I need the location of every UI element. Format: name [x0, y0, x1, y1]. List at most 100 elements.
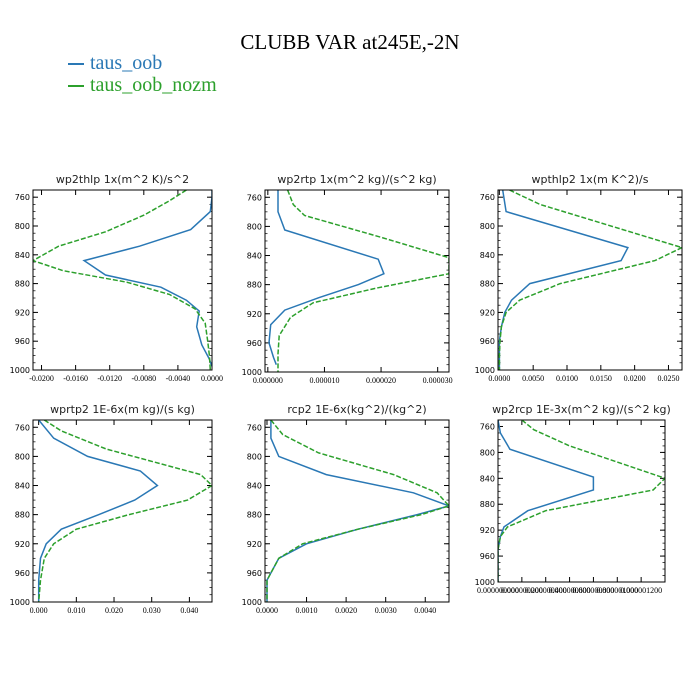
y-tick-label: 960	[480, 552, 495, 561]
plot-frame	[32, 419, 213, 603]
legend-swatch	[68, 85, 84, 88]
legend-item-taus-oob: taus_oob	[68, 52, 162, 75]
panel-4: wprtp2 1E-6x(m kg)/(s kg) 760 800 840 880 920…	[10, 403, 213, 615]
y-tick-label: 880	[15, 511, 30, 520]
x-tick-label: 0.000000400	[525, 586, 567, 595]
y-tick-label: 880	[247, 281, 262, 290]
y-tick-label: 1000	[475, 578, 495, 587]
panel-title: wpthlp2 1x(m K^2)/s	[532, 173, 649, 186]
y-tick-label: 960	[247, 339, 262, 348]
y-tick-label: 800	[480, 222, 495, 231]
y-tick-label: 880	[480, 500, 495, 509]
x-tick-label: 0.000	[30, 606, 48, 615]
y-tick-label: 920	[247, 540, 262, 549]
y-tick-label: 760	[15, 423, 30, 432]
legend-label: taus_oob	[90, 52, 163, 74]
panel-title: rcp2 1E-6x(kg^2)/(kg^2)	[287, 403, 426, 416]
x-tick-label: 0.0250	[657, 374, 679, 383]
x-tick-label: 0.0050	[522, 374, 544, 383]
x-tick-label: -0.0040	[166, 374, 191, 383]
x-tick-label: 0.0010	[296, 606, 318, 615]
y-tick-label: 840	[15, 482, 30, 491]
y-tick-label: 960	[15, 569, 30, 578]
x-tick-label: 0.0150	[590, 374, 612, 383]
panel-3: wpthlp2 1x(m K^2)/s 760 800 840 880 920 960 100…	[475, 173, 683, 383]
x-tick-label: 0.010	[67, 606, 85, 615]
x-tick-label: 0.040	[180, 606, 198, 615]
panel-2: wp2rtp 1x(m^2 kg)/(s^2 kg) 760 800 840 880 92…	[242, 173, 453, 385]
plot-frame	[264, 189, 450, 373]
y-tick-label: 920	[247, 310, 262, 319]
y-tick-label: 800	[247, 452, 262, 461]
y-tick-label: 880	[15, 280, 30, 289]
y-tick-label: 800	[15, 222, 30, 231]
panel-title: wp2thlp 1x(m^2 K)/s^2	[56, 173, 189, 186]
series-line-taus-oob	[498, 420, 595, 582]
y-tick-label: 920	[15, 308, 30, 317]
x-tick-label: 0.000000200	[501, 586, 543, 595]
y-tick-label: 1000	[242, 598, 262, 607]
y-tick-label: 840	[480, 474, 495, 483]
x-tick-label: -0.0080	[131, 374, 156, 383]
y-tick-label: 1000	[10, 598, 30, 607]
x-tick-label: 0.000001200	[620, 586, 662, 595]
x-tick-label: 0.000010	[309, 376, 339, 385]
x-tick-label: -0.0200	[29, 374, 54, 383]
panel-title: wp2rcp 1E-3x(m^2 kg)/(s^2 kg)	[492, 403, 671, 416]
x-tick-label: 0.000000800	[572, 586, 614, 595]
plot-frame	[497, 189, 683, 371]
y-tick-label: 1000	[475, 366, 495, 375]
series-line-taus-oob-nozm	[498, 420, 665, 582]
x-tick-label: 0.000000	[253, 376, 283, 385]
x-tick-label: 0.0100	[556, 374, 578, 383]
series-line-taus-oob-nozm	[277, 190, 449, 372]
plot-frame	[264, 419, 450, 603]
y-tick-label: 800	[247, 222, 262, 231]
panel-5: rcp2 1E-6x(kg^2)/(kg^2) 760 800 840 880 920 96…	[242, 403, 450, 615]
legend-item-taus-oob-nozm: taus_oob_nozm	[68, 74, 217, 97]
y-tick-label: 760	[247, 423, 262, 432]
y-tick-label: 960	[15, 337, 30, 346]
series-line-taus-oob-nozm	[37, 420, 212, 602]
y-tick-label: 1000	[10, 366, 30, 375]
series-line-taus-oob-nozm	[33, 190, 212, 370]
x-tick-label: 0.000001000	[596, 586, 638, 595]
series-line-taus-oob-nozm	[266, 420, 449, 602]
panel-title: wp2rtp 1x(m^2 kg)/(s^2 kg)	[277, 173, 436, 186]
y-tick-label: 880	[247, 511, 262, 520]
x-tick-label: 0.020	[105, 606, 123, 615]
panel-1: wp2thlp 1x(m^2 K)/s^2 760 800 840 880 920 960 1…	[10, 173, 223, 383]
x-tick-label: 0.0000	[201, 374, 223, 383]
panel-title: wprtp2 1E-6x(m kg)/(s kg)	[50, 403, 195, 416]
y-tick-label: 960	[480, 337, 495, 346]
legend-swatch	[68, 63, 84, 66]
series-line-taus-oob	[268, 190, 385, 365]
x-tick-label: 0.0020	[335, 606, 357, 615]
x-tick-label: 0.0000	[256, 606, 278, 615]
plot-frame	[32, 189, 213, 371]
series-line-taus-oob-nozm	[498, 190, 682, 370]
y-tick-label: 920	[480, 526, 495, 535]
y-tick-label: 800	[15, 452, 30, 461]
x-tick-label: 0.0030	[375, 606, 397, 615]
y-tick-label: 840	[480, 251, 495, 260]
x-tick-label: 0.0000	[488, 374, 510, 383]
series-line-taus-oob	[37, 420, 159, 602]
y-tick-label: 1000	[242, 368, 262, 377]
series-line-taus-oob	[266, 420, 449, 602]
x-tick-label: 0.000000000	[477, 586, 519, 595]
y-tick-label: 760	[247, 193, 262, 202]
y-tick-label: 760	[480, 193, 495, 202]
y-tick-label: 960	[247, 569, 262, 578]
x-tick-label: -0.0160	[63, 374, 88, 383]
x-tick-label: -0.0120	[97, 374, 122, 383]
x-tick-label: 0.0200	[624, 374, 646, 383]
legend-label: taus_oob_nozm	[90, 74, 217, 96]
series-line-taus-oob	[82, 190, 212, 367]
y-tick-label: 880	[480, 280, 495, 289]
plot-frame	[497, 419, 666, 583]
y-tick-label: 800	[480, 448, 495, 457]
x-tick-label: 0.000000600	[549, 586, 591, 595]
y-tick-label: 840	[247, 482, 262, 491]
